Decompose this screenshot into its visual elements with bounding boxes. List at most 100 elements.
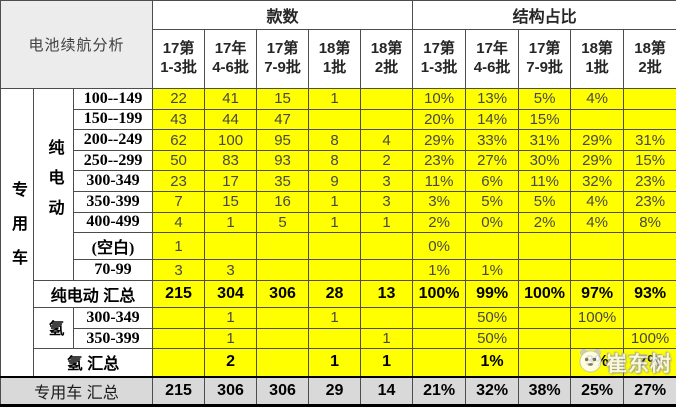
count-cell	[152, 327, 206, 350]
range-label: 350-399	[72, 191, 154, 213]
range-label: 300-349	[72, 307, 154, 329]
share-cell: 100%	[518, 279, 572, 309]
count-cell: 44	[204, 108, 258, 131]
table-row: 氢 300-349 1 1 50% 100%	[1, 307, 676, 350]
count-cell: 8	[308, 129, 362, 151]
count-cell: 306	[256, 279, 310, 309]
count-cell	[360, 88, 414, 110]
count-cell	[204, 232, 258, 261]
share-cell: 3%	[570, 348, 625, 377]
range-label: 400-499	[72, 211, 154, 234]
share-cell: 23%	[623, 191, 676, 213]
count-cell: 215	[152, 375, 206, 407]
count-cell: 215	[152, 279, 206, 309]
count-cell: 13	[360, 279, 414, 309]
count-cell	[256, 348, 310, 377]
count-cell: 35	[256, 170, 310, 193]
table-title: 电池续航分析	[0, 0, 154, 89]
count-cell: 50	[152, 149, 206, 172]
share-cell: 15%	[623, 149, 676, 172]
count-cell	[152, 307, 206, 329]
share-cell: 5%	[518, 88, 572, 110]
count-cell: 3	[152, 259, 206, 281]
h2-total-row: 氢 汇总 2 1 1 1% 3% 7%	[1, 348, 676, 377]
count-cell: 1	[204, 211, 258, 234]
share-cell: 31%	[518, 129, 572, 151]
col-header-shares-batch2: 17年 4-6批	[465, 29, 520, 89]
count-cell: 304	[204, 279, 258, 309]
share-cell	[570, 259, 625, 281]
col-header-counts-batch1: 17第 1-3批	[152, 29, 206, 89]
share-cell: 23%	[412, 149, 467, 172]
share-cell: 100%	[570, 307, 625, 329]
table-row: 250--299 50 83 93 8 2 23% 27% 30% 29% 15…	[1, 149, 676, 172]
hydrogen-group-label: 氢	[33, 307, 74, 350]
share-cell: 20%	[412, 108, 467, 131]
col-header-counts-batch3: 17第 7-9批	[256, 29, 310, 89]
share-cell: 93%	[623, 279, 676, 309]
count-cell	[308, 108, 362, 131]
share-cell: 50%	[465, 307, 520, 329]
share-cell: 31%	[623, 129, 676, 151]
range-label: 350-399	[72, 327, 154, 350]
col-header-shares-batch3: 17第 7-9批	[518, 29, 572, 89]
count-cell: 95	[256, 129, 310, 151]
share-cell: 7%	[623, 348, 676, 377]
range-label: (空白)	[72, 232, 154, 261]
share-cell: 8%	[623, 211, 676, 234]
count-cell: 306	[204, 375, 258, 407]
count-cell: 1	[308, 307, 362, 329]
count-cell: 2	[360, 149, 414, 172]
share-cell: 11%	[412, 170, 467, 193]
count-cell: 4	[360, 129, 414, 151]
count-cell: 43	[152, 108, 206, 131]
count-cell: 28	[308, 279, 362, 309]
grand-total-label: 专用车 汇总	[0, 375, 154, 407]
count-cell	[308, 259, 362, 281]
count-cell	[256, 327, 310, 350]
share-cell: 25%	[570, 375, 625, 407]
col-header-counts-batch4: 18第 1批	[308, 29, 362, 89]
ev-total-row: 纯电动 汇总 215 304 306 28 13 100% 99% 100% 9…	[1, 279, 676, 309]
share-cell: 4%	[570, 88, 625, 110]
table-row: 400-499 4 1 5 1 1 2% 0% 2% 4% 8%	[1, 211, 676, 234]
share-cell: 29%	[412, 129, 467, 151]
col-header-shares-batch4: 18第 1批	[570, 29, 625, 89]
share-cell: 11%	[518, 170, 572, 193]
count-cell: 15	[256, 88, 310, 110]
count-cell: 4	[152, 211, 206, 234]
share-cell	[623, 88, 676, 110]
share-cell	[518, 259, 572, 281]
share-cell	[412, 348, 467, 377]
count-cell: 1	[204, 327, 258, 350]
share-cell	[518, 348, 572, 377]
col-header-shares-batch1: 17第 1-3批	[412, 29, 467, 89]
share-cell: 4%	[570, 211, 625, 234]
count-cell: 3	[360, 191, 414, 213]
count-cell	[308, 232, 362, 261]
share-cell: 21%	[412, 375, 467, 407]
share-cell: 2%	[518, 211, 572, 234]
ev-group-label: 纯电动	[33, 88, 74, 281]
count-cell: 47	[256, 108, 310, 131]
ev-total-label: 纯电动 汇总	[32, 279, 154, 309]
range-label: 200--249	[72, 129, 154, 151]
share-cell: 27%	[465, 149, 520, 172]
share-cell: 100%	[412, 279, 467, 309]
grand-total-row: 专用车 汇总 215 306 306 29 14 21% 32% 38% 25%…	[0, 375, 676, 407]
count-cell: 1	[308, 88, 362, 110]
table-row: 专用车 纯电动 100--149 22 41 15 1 10% 13% 5% 4…	[0, 88, 676, 377]
count-cell	[308, 327, 362, 350]
count-cell: 16	[256, 191, 310, 213]
share-cell: 33%	[465, 129, 520, 151]
count-cell: 8	[308, 149, 362, 172]
share-cell	[623, 108, 676, 131]
share-cell: 23%	[623, 170, 676, 193]
count-cell: 1	[360, 348, 414, 377]
table-row: 200--249 62 100 95 8 4 29% 33% 31% 29% 3…	[1, 129, 676, 151]
count-cell: 22	[152, 88, 206, 110]
count-cell: 1	[308, 348, 362, 377]
share-cell: 5%	[465, 191, 520, 213]
count-cell	[152, 348, 206, 377]
